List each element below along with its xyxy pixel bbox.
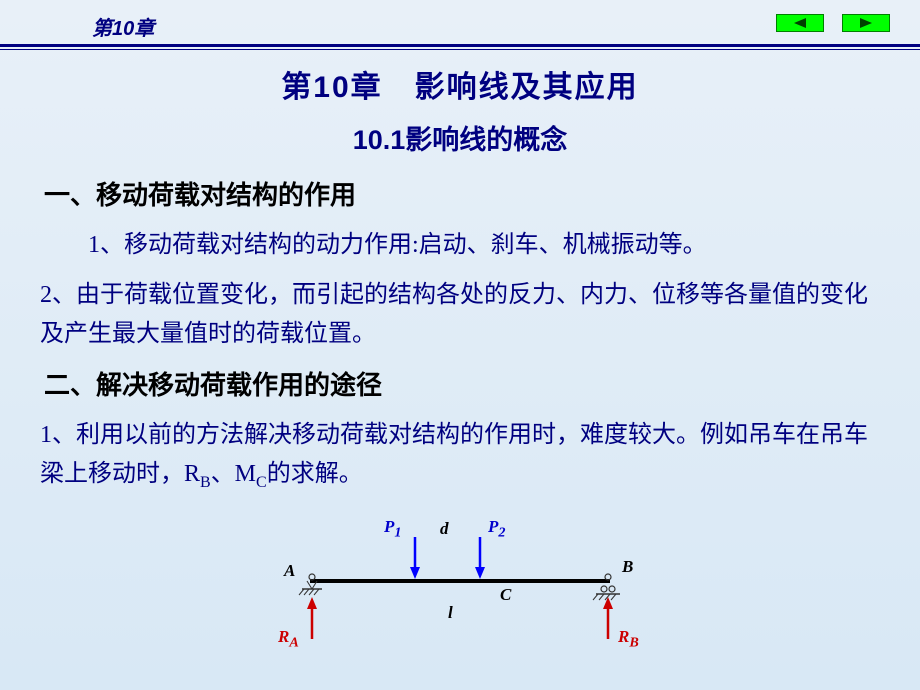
header-divider: [0, 44, 920, 50]
label-C: C: [500, 585, 511, 605]
para2-text: 2、由于荷载位置变化，而引起的结构各处的反力、内力、位移等各量值的变化及产生最大…: [40, 282, 868, 348]
para3-b: B: [200, 474, 211, 491]
para3-d: C: [256, 474, 267, 491]
para3-e: 的求解。: [267, 461, 363, 487]
nav-prev-button[interactable]: [776, 14, 824, 32]
heading-1: 一、移动荷载对结构的作用: [44, 175, 880, 212]
paragraph-1: 1、移动荷载对结构的动力作用:启动、刹车、机械振动等。: [40, 226, 880, 266]
paragraph-2: 2、由于荷载位置变化，而引起的结构各处的反力、内力、位移等各量值的变化及产生最大…: [40, 276, 880, 355]
title-main: 第10章 影响线及其应用: [40, 62, 880, 106]
chapter-label: 第10章: [92, 12, 154, 41]
label-A: A: [284, 561, 295, 581]
heading-2: 二、解决移动荷载作用的途径: [44, 365, 880, 402]
label-RB: RB: [618, 627, 639, 651]
para3-a: 1、利用以前的方法解决移动荷载对结构的作用时，难度较大。例如吊车在吊车梁上移动时…: [40, 422, 868, 488]
label-d: d: [440, 519, 449, 539]
paragraph-3: 1、利用以前的方法解决移动荷载对结构的作用时，难度较大。例如吊车在吊车梁上移动时…: [40, 416, 880, 497]
label-P1: P1: [384, 517, 401, 541]
triangle-right-icon: [858, 17, 874, 29]
triangle-left-icon: [792, 17, 808, 29]
diagram-svg: [260, 509, 660, 649]
content: 第10章 影响线及其应用 10.1影响线的概念 一、移动荷载对结构的作用 1、移…: [0, 48, 920, 649]
label-RA: RA: [278, 627, 299, 651]
nav-next-button[interactable]: [842, 14, 890, 32]
para3-c: 、M: [211, 461, 256, 487]
label-l: l: [448, 603, 453, 623]
beam-diagram: P1 P2 d A B C l RA RB: [260, 509, 660, 649]
subtitle: 10.1影响线的概念: [40, 118, 880, 157]
header: 第10章: [0, 0, 920, 48]
nav-buttons: [776, 14, 890, 32]
label-B: B: [622, 557, 633, 577]
label-P2: P2: [488, 517, 505, 541]
